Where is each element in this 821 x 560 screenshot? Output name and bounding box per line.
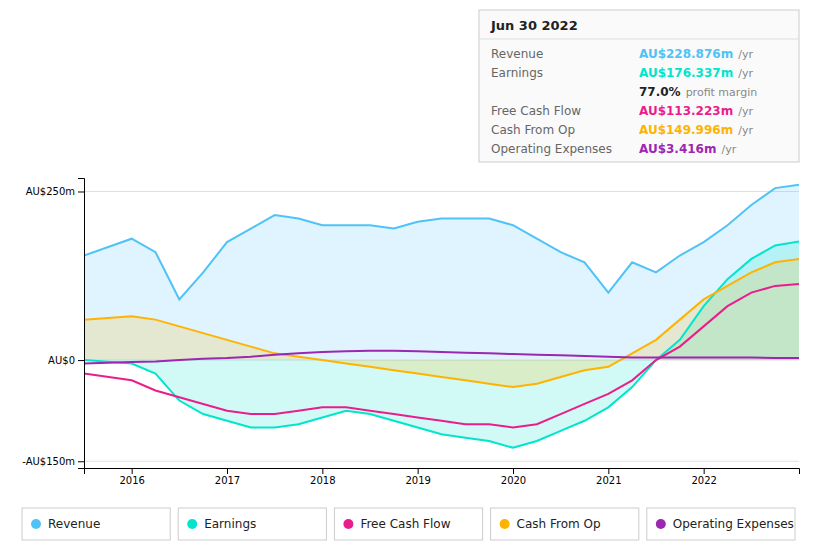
grid-line (84, 461, 799, 462)
info-box: Jun 30 2022 Revenue AU$228.876m/yr Earnings… (479, 10, 799, 162)
x-tick: 2019 (405, 468, 430, 486)
info-row-suffix: /yr (738, 67, 753, 80)
info-row-label: Operating Expenses (491, 142, 612, 156)
x-tick-label: 2022 (691, 475, 716, 486)
x-tick: 2021 (596, 468, 621, 486)
info-row-label: Revenue (491, 47, 543, 61)
y-tick-mark (78, 191, 84, 192)
info-row-label: Cash From Op (491, 123, 575, 137)
x-tick-mark (132, 468, 133, 474)
series-line (84, 284, 799, 428)
legend-item-frame (334, 508, 482, 540)
y-tick: AU$250m (26, 186, 84, 197)
x-tick-mark (704, 468, 705, 474)
series-line (84, 185, 799, 300)
info-row-label: Earnings (491, 66, 543, 80)
legend-item-frame (22, 508, 170, 540)
info-row-value: AU$228.876m (639, 47, 733, 61)
info-row-value: AU$113.223m (639, 104, 733, 118)
x-tick: 2022 (691, 468, 716, 486)
legend-swatch (187, 519, 197, 529)
y-tick: AU$0 (48, 355, 84, 366)
info-box-divider (479, 39, 799, 40)
y-axis-line (78, 179, 85, 469)
y-tick-mark (78, 360, 84, 361)
x-tick-mark (227, 468, 228, 474)
y-tick-label: -AU$150m (22, 456, 75, 467)
info-row-suffix: /yr (721, 143, 736, 156)
info-row-suffix: /yr (738, 105, 753, 118)
legend-swatch (500, 519, 510, 529)
info-box-frame (479, 10, 799, 162)
info-row-value: 77.0% (639, 85, 681, 99)
x-tick-label: 2018 (310, 475, 335, 486)
series-line (84, 351, 799, 364)
info-row-value: AU$3.416m (639, 142, 716, 156)
info-row-value: AU$149.996m (639, 123, 733, 137)
x-tick-mark (513, 468, 514, 474)
y-tick: -AU$150m (22, 456, 84, 467)
info-row-suffix: /yr (738, 48, 753, 61)
series-line (84, 259, 799, 387)
legend-swatch (656, 519, 666, 529)
x-tick-label: 2017 (215, 475, 240, 486)
grid-line (84, 191, 799, 192)
legend-label: Free Cash Flow (360, 517, 450, 531)
y-tick-mark (78, 461, 84, 462)
x-tick-label: 2020 (501, 475, 526, 486)
legend-item-frame (647, 508, 795, 540)
x-tick: 2017 (215, 468, 240, 486)
legend-label: Revenue (48, 517, 100, 531)
legend-item-frame (178, 508, 326, 540)
chart-container: 2016 2017 2018 2019 2020 2021 2022 AU$250m AU$0 -… (0, 0, 821, 560)
plot-area (84, 185, 799, 448)
x-tick-mark (418, 468, 419, 474)
x-axis: 2016 2017 2018 2019 2020 2021 2022 (85, 468, 800, 486)
legend-item: Revenue (22, 508, 170, 540)
legend-label: Operating Expenses (673, 517, 794, 531)
info-row-suffix: /yr (738, 124, 753, 137)
legend-item-frame (491, 508, 639, 540)
area-fill (84, 241, 799, 447)
y-tick-label: AU$250m (26, 186, 75, 197)
x-axis-line (85, 469, 800, 475)
legend: Revenue Earnings Free Cash Flow Cash From O… (22, 508, 795, 540)
x-tick-label: 2019 (405, 475, 430, 486)
info-row-value: AU$176.337m (639, 66, 733, 80)
x-tick: 2020 (501, 468, 526, 486)
legend-item: Operating Expenses (647, 508, 795, 540)
legend-item: Cash From Op (491, 508, 639, 540)
series-line (84, 241, 799, 447)
legend-item: Free Cash Flow (334, 508, 482, 540)
x-tick-label: 2016 (119, 475, 144, 486)
legend-label: Cash From Op (517, 517, 601, 531)
legend-item: Earnings (178, 508, 326, 540)
y-tick-label: AU$0 (48, 355, 75, 366)
y-axis: AU$250m AU$0 -AU$150m (22, 179, 84, 469)
info-box-title: Jun 30 2022 (490, 18, 578, 33)
x-tick: 2018 (310, 468, 335, 486)
x-tick: 2016 (119, 468, 144, 486)
legend-label: Earnings (204, 517, 256, 531)
info-row-suffix: profit margin (686, 86, 758, 99)
legend-swatch (31, 519, 41, 529)
x-tick-mark (608, 468, 609, 474)
x-tick-mark (322, 468, 323, 474)
chart-svg: 2016 2017 2018 2019 2020 2021 2022 AU$250m AU$0 -… (0, 0, 821, 560)
x-tick-label: 2021 (596, 475, 621, 486)
info-row-label: Free Cash Flow (491, 104, 581, 118)
legend-swatch (343, 519, 353, 529)
